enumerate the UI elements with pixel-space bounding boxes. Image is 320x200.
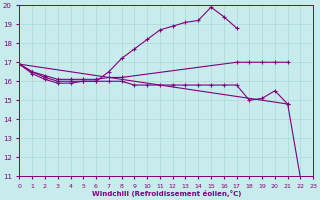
X-axis label: Windchill (Refroidissement éolien,°C): Windchill (Refroidissement éolien,°C) [92,190,241,197]
